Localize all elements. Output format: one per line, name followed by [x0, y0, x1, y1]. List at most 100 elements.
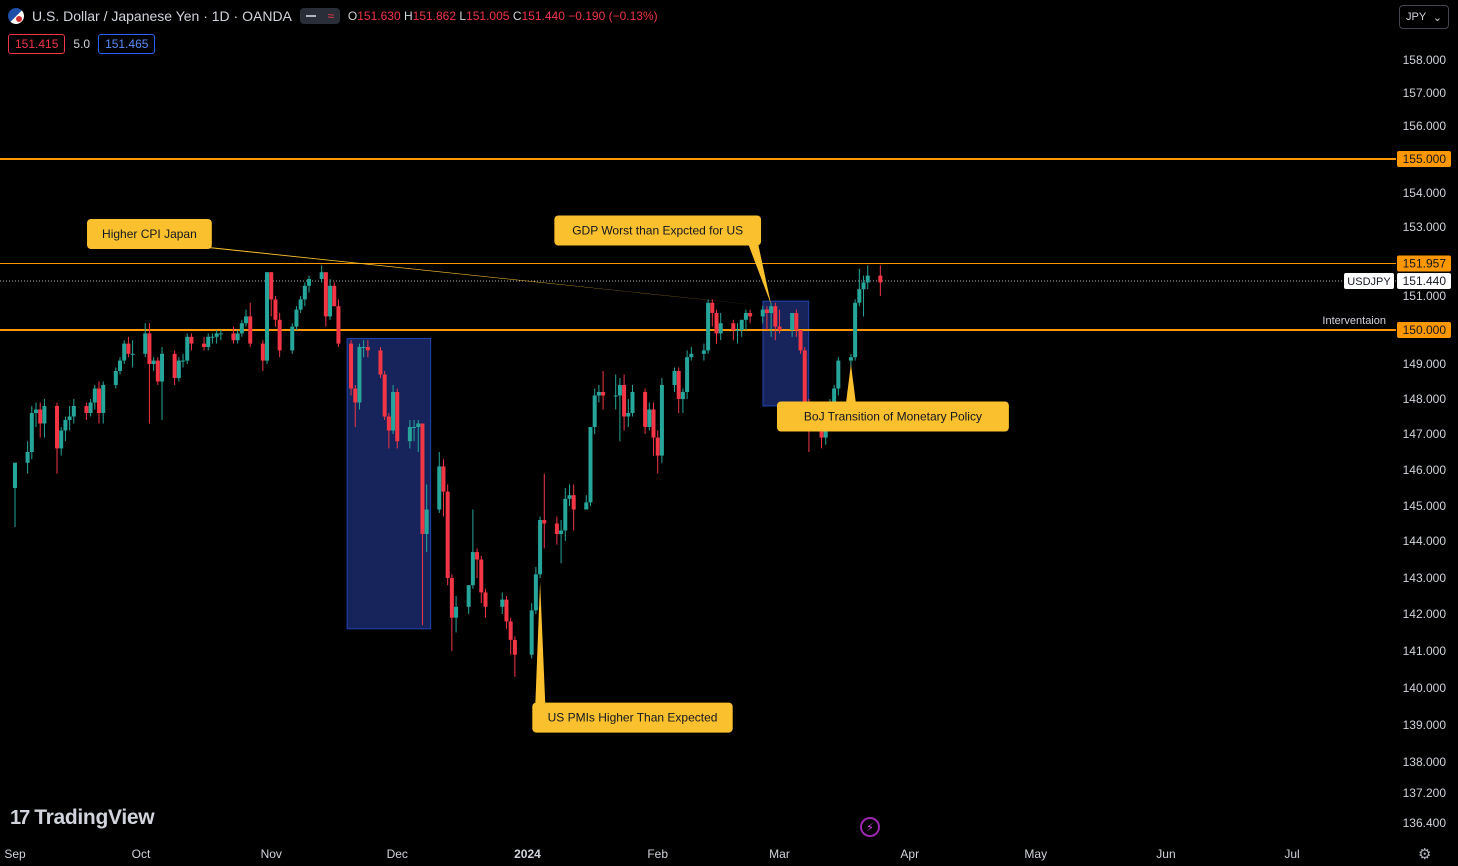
- candle: [239, 319, 244, 337]
- candle-body: [302, 285, 307, 300]
- candle-body: [685, 357, 690, 392]
- candle: [113, 367, 118, 389]
- candle-body: [210, 336, 215, 338]
- candle-body: [790, 313, 795, 330]
- candle-body: [378, 350, 383, 375]
- candle-body: [97, 388, 102, 413]
- candle: [365, 340, 370, 358]
- candle-body: [643, 392, 648, 427]
- candle: [55, 402, 60, 474]
- buy-price-button[interactable]: 151.465: [98, 34, 156, 54]
- candle: [769, 302, 774, 337]
- candle: [38, 402, 43, 438]
- candle-body: [420, 423, 425, 534]
- y-tick-label: 140.000: [1403, 681, 1447, 695]
- candle-body: [206, 336, 211, 347]
- x-tick-label: May: [1024, 847, 1047, 861]
- candle-body: [130, 353, 135, 355]
- x-tick-label: Apr: [900, 847, 919, 861]
- price-tag-label: 150.000: [1403, 323, 1447, 337]
- candle-body: [231, 333, 236, 341]
- lightning-icon[interactable]: ⚡: [860, 817, 880, 837]
- candle: [92, 385, 97, 410]
- candle-body: [92, 388, 97, 403]
- candle: [42, 399, 47, 438]
- candle: [445, 484, 450, 586]
- currency-selector[interactable]: JPY ⌄: [1399, 5, 1449, 29]
- candle: [319, 265, 324, 283]
- candle-body: [689, 353, 694, 358]
- y-tick-label: 148.000: [1403, 392, 1447, 406]
- candle: [206, 333, 211, 351]
- candle: [71, 399, 76, 424]
- candle: [613, 374, 618, 410]
- candle-body: [466, 585, 471, 607]
- y-tick-label: 142.000: [1403, 607, 1447, 621]
- candle: [601, 371, 606, 410]
- candle: [701, 343, 706, 361]
- candle: [571, 484, 576, 531]
- gear-icon[interactable]: ⚙: [1418, 846, 1432, 863]
- callout-pointer: [198, 247, 767, 307]
- candle-body: [512, 639, 517, 655]
- candle: [176, 357, 181, 382]
- candle: [538, 516, 543, 578]
- sell-price-button[interactable]: 151.415: [8, 34, 66, 54]
- candle: [798, 330, 803, 354]
- candle-body: [412, 427, 417, 428]
- candle-body: [71, 406, 76, 417]
- candle: [307, 275, 312, 293]
- candle-body: [651, 409, 656, 438]
- candle-body: [437, 466, 442, 510]
- symbol-title[interactable]: U.S. Dollar / Japanese Yen · 1D · OANDA: [32, 8, 292, 24]
- candle: [735, 323, 740, 344]
- candle: [592, 388, 597, 434]
- symbol-header: U.S. Dollar / Japanese Yen · 1D · OANDA …: [8, 8, 658, 24]
- callout-text: BoJ Transition of Monetary Policy: [804, 410, 982, 424]
- tradingview-logo[interactable]: 17 TradingView: [10, 806, 155, 830]
- candle: [865, 265, 870, 290]
- candle-body: [88, 402, 93, 413]
- price-axis: [1396, 0, 1458, 866]
- candle-body: [307, 279, 312, 286]
- chart-mode-toggle[interactable]: ≈: [299, 8, 340, 24]
- candle: [273, 296, 278, 327]
- candle-body: [601, 392, 606, 396]
- candle: [332, 282, 337, 307]
- candle: [643, 388, 648, 434]
- x-tick-label: Feb: [647, 847, 668, 861]
- quote-panel: 151.415 5.0 151.465: [8, 34, 156, 54]
- candle: [298, 296, 303, 313]
- candle-body: [710, 302, 715, 313]
- callout-us-pmis: US PMIs Higher Than Expected: [532, 581, 733, 733]
- candle: [231, 326, 236, 344]
- candle: [244, 309, 249, 327]
- price-tag: [1397, 151, 1451, 167]
- chevron-down-icon: ⌄: [1432, 11, 1442, 24]
- candle-body: [504, 599, 509, 622]
- x-tick-label: Jun: [1156, 847, 1175, 861]
- candle-body: [714, 313, 719, 334]
- candle: [739, 319, 744, 337]
- candle-body: [794, 313, 799, 330]
- candle: [567, 484, 572, 506]
- candle-body: [29, 413, 34, 452]
- candle: [353, 385, 358, 427]
- candle-body: [748, 313, 753, 317]
- candle-body: [483, 592, 488, 607]
- candle-body: [13, 462, 17, 488]
- y-tick-label: 153.000: [1403, 220, 1447, 234]
- candle-body: [760, 309, 765, 317]
- candle-body: [407, 427, 412, 442]
- candle: [630, 385, 635, 417]
- candle-body: [802, 350, 807, 403]
- high-value: 151.862: [412, 9, 457, 23]
- candle: [718, 313, 723, 341]
- candle: [391, 385, 396, 434]
- close-key: C: [512, 9, 522, 23]
- candle: [424, 484, 429, 553]
- candle: [596, 385, 601, 403]
- candle-body: [357, 347, 362, 403]
- candle-body: [659, 385, 664, 456]
